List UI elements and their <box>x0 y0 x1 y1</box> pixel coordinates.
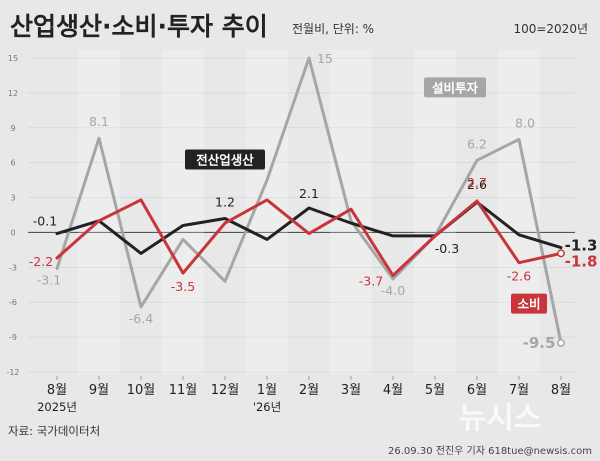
x-tick-label: 8월 <box>551 383 571 398</box>
y-tick-label: 12 <box>8 89 18 98</box>
x-tick-label: 4월 <box>383 383 403 398</box>
y-tick-label: 15 <box>8 54 18 63</box>
data-label: -1.8 <box>565 252 598 270</box>
y-tick-label: 6 <box>10 159 15 168</box>
y-tick-label: -12 <box>6 368 19 377</box>
x-tick-label: 11월 <box>169 383 198 398</box>
end-point-marker <box>557 249 565 258</box>
series-name-box <box>424 77 486 98</box>
data-label: 1.2 <box>215 194 235 209</box>
series-line-1 <box>55 198 563 277</box>
data-label-group: -0.1 1.2 2.1 -0.3 2.6 -1.3 -2.2 -3.5 -3.7 2.7 -2.6… <box>29 51 598 352</box>
data-label: -3.7 <box>359 273 383 288</box>
data-label: -9.5 <box>523 334 556 352</box>
data-label: 2.1 <box>299 186 319 201</box>
y-tick-label: -6 <box>9 298 17 307</box>
watermark-logo: 뉴시스 <box>459 401 542 436</box>
y-tick-label: -3 <box>9 263 17 272</box>
x-tick-sublabel: 2025년 <box>37 400 77 414</box>
data-label: 8.0 <box>515 115 535 130</box>
x-tick-label: 5월 <box>425 383 445 398</box>
data-label: -2.6 <box>507 269 531 284</box>
category-band <box>162 50 204 374</box>
series-group <box>55 56 565 347</box>
x-tick-label: 1월 <box>257 383 277 398</box>
series-name-box <box>185 149 265 170</box>
series-name-label: 설비투자 <box>432 80 479 95</box>
base-note: 100=2020년 <box>513 22 588 36</box>
x-tick-label: 9월 <box>89 383 109 398</box>
data-label: -0.1 <box>33 214 57 229</box>
x-tick-label: 6월 <box>467 383 487 398</box>
data-label: 8.1 <box>89 114 109 129</box>
x-tick-label: 3월 <box>341 383 361 398</box>
data-label: -6.4 <box>129 311 153 326</box>
data-label: -3.1 <box>37 272 61 287</box>
x-tick-label: 2월 <box>299 383 319 398</box>
category-band <box>78 50 120 374</box>
y-tick-label: -9 <box>9 333 17 342</box>
axis-group: 15 12 9 6 3 0 -3 -6 -9 -12 8월 2025년 9월 10월 11월 12월 1월 '26… <box>6 54 571 414</box>
x-tick-label: 8월 <box>47 383 67 398</box>
y-tick-label: 9 <box>10 124 15 133</box>
series-name-label: 소비 <box>517 297 540 312</box>
data-label: 2.6 <box>467 177 487 192</box>
data-label: 6.2 <box>467 136 487 151</box>
unit-note: 전월비, 단위: % <box>292 22 374 36</box>
source-label: 자료: 국가데이터처 <box>8 424 100 438</box>
data-label: -2.2 <box>29 254 53 269</box>
grid <box>28 57 575 373</box>
x-tick-label: 12월 <box>211 383 240 398</box>
data-label: -0.3 <box>435 241 459 256</box>
chart-title: 산업생산·소비·투자 추이 <box>10 12 268 41</box>
credit-label: 26.09.30 전진우 기자 618tue@newsis.com <box>388 445 592 457</box>
data-label: -3.5 <box>171 279 195 294</box>
data-label: 2.7 <box>467 175 487 190</box>
series-name-label: 전산업생산 <box>196 152 254 167</box>
x-tick-label: 7월 <box>509 383 529 398</box>
series-name-box <box>511 293 547 314</box>
data-label: -1.3 <box>565 237 598 255</box>
x-tick-label: 10월 <box>127 383 156 398</box>
y-tick-label: 0 <box>10 228 15 237</box>
x-tick-sublabel: '26년 <box>253 400 281 414</box>
y-tick-label: 3 <box>10 194 15 203</box>
data-label: 15 <box>317 51 333 66</box>
end-point-marker <box>557 338 565 347</box>
data-label: -4.0 <box>381 283 405 298</box>
series-line-0 <box>55 200 563 255</box>
